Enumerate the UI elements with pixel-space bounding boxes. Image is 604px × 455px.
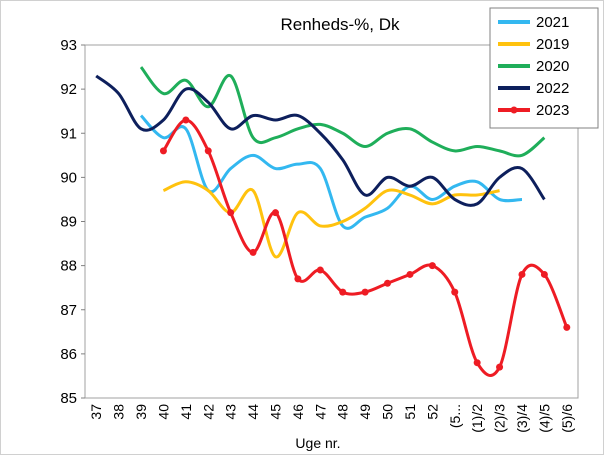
data-point bbox=[227, 209, 235, 217]
x-tick-label: 45 bbox=[267, 404, 283, 420]
legend-label: 2019 bbox=[536, 36, 569, 53]
series-line bbox=[139, 66, 546, 158]
x-tick-label: 44 bbox=[245, 404, 261, 420]
x-tick-label: 50 bbox=[380, 404, 396, 420]
data-point bbox=[204, 147, 212, 155]
legend-marker bbox=[510, 106, 518, 114]
x-tick-label: (5... bbox=[447, 404, 463, 428]
x-tick-label: 43 bbox=[223, 404, 239, 420]
x-tick-label: (4)/5 bbox=[536, 404, 552, 433]
series-line bbox=[139, 114, 523, 230]
data-point bbox=[451, 288, 459, 296]
y-tick-label: 86 bbox=[60, 346, 77, 363]
x-tick-label: 41 bbox=[178, 404, 194, 420]
x-tick-label: (3)/4 bbox=[514, 404, 530, 433]
data-point bbox=[563, 323, 571, 331]
y-tick-label: 93 bbox=[60, 37, 77, 54]
x-tick-label: 37 bbox=[88, 404, 104, 420]
data-point bbox=[384, 279, 392, 287]
legend-label: 2021 bbox=[536, 14, 569, 31]
x-tick-label: 48 bbox=[335, 404, 351, 420]
x-tick-label: 38 bbox=[111, 404, 127, 420]
y-tick-label: 90 bbox=[60, 169, 77, 186]
x-tick-label: 47 bbox=[312, 404, 328, 420]
data-point bbox=[473, 359, 481, 367]
legend-label: 2023 bbox=[536, 102, 569, 119]
x-tick-label: 40 bbox=[155, 404, 171, 420]
x-axis-label: Uge nr. bbox=[295, 435, 340, 451]
y-tick-label: 91 bbox=[60, 125, 77, 142]
y-tick-label: 88 bbox=[60, 258, 77, 275]
x-tick-label: 51 bbox=[402, 404, 418, 420]
data-point bbox=[496, 363, 504, 371]
data-point bbox=[294, 275, 302, 283]
data-point bbox=[339, 288, 347, 296]
legend-label: 2020 bbox=[536, 58, 569, 75]
y-tick-label: 85 bbox=[60, 390, 77, 407]
y-tick-label: 92 bbox=[60, 81, 77, 98]
y-tick-label: 89 bbox=[60, 214, 77, 231]
series-line bbox=[95, 74, 546, 207]
x-tick-label: (2)/3 bbox=[492, 404, 508, 433]
x-tick-label: (1)/2 bbox=[469, 404, 485, 433]
data-point bbox=[428, 262, 436, 270]
x-tick-label: (5)/6 bbox=[559, 404, 575, 433]
data-point bbox=[518, 270, 526, 278]
data-point bbox=[361, 288, 369, 296]
chart-title: Renheds-%, Dk bbox=[280, 15, 400, 34]
x-tick-label: 39 bbox=[133, 404, 149, 420]
x-tick-label: 46 bbox=[290, 404, 306, 420]
y-tick-label: 87 bbox=[60, 302, 77, 319]
x-tick-label: 42 bbox=[200, 404, 216, 420]
data-point bbox=[540, 270, 548, 278]
data-point bbox=[159, 147, 167, 155]
data-point bbox=[406, 270, 414, 278]
x-tick-label: 49 bbox=[357, 404, 373, 420]
series-line bbox=[162, 180, 500, 259]
data-point bbox=[271, 209, 279, 217]
data-point bbox=[249, 248, 257, 256]
data-point bbox=[182, 116, 190, 124]
legend-label: 2022 bbox=[536, 80, 569, 97]
x-tick-label: 52 bbox=[424, 404, 440, 420]
data-point bbox=[316, 266, 324, 274]
